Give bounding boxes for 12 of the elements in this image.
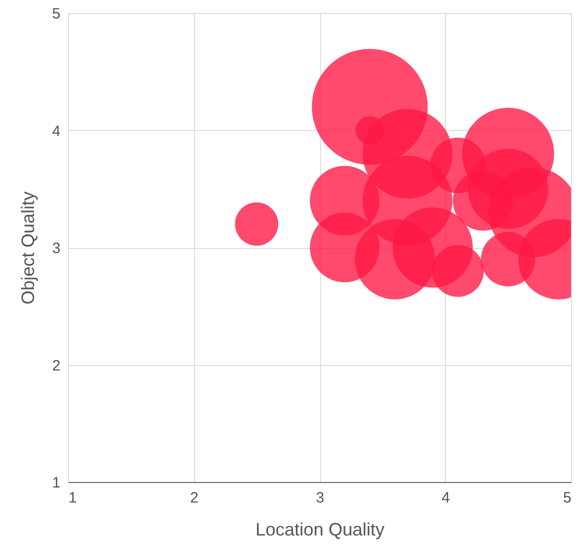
y-tick-label: 1 [52, 474, 60, 492]
x-tick-label: 1 [68, 490, 77, 506]
y-tick-label: 5 [52, 6, 60, 22]
x-tick-label: 2 [190, 490, 198, 506]
y-tick-label: 2 [52, 357, 60, 374]
y-axis-title: Object Quality [18, 191, 38, 305]
x-axis-title: Location Quality [255, 520, 385, 540]
x-tick-label: 4 [442, 490, 450, 506]
y-tick-label: 4 [52, 122, 60, 140]
x-tick-label: 3 [316, 490, 324, 506]
x-tick-label: 5 [563, 490, 572, 506]
y-tick-label: 3 [52, 240, 60, 257]
